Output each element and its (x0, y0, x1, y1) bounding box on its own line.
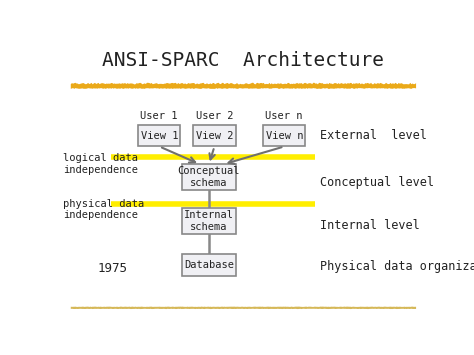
Text: View 1: View 1 (141, 131, 178, 141)
Text: Physical data organization: Physical data organization (320, 260, 474, 273)
Bar (193, 125, 236, 147)
Text: View 2: View 2 (196, 131, 233, 141)
Text: Database: Database (184, 260, 234, 271)
Text: User 2: User 2 (195, 111, 233, 121)
Text: User n: User n (265, 111, 303, 121)
Bar (182, 255, 236, 276)
Text: Internal
schema: Internal schema (184, 210, 234, 232)
Text: Internal level: Internal level (320, 219, 420, 232)
Text: View n: View n (265, 131, 303, 141)
Bar (182, 208, 236, 234)
Text: 1975: 1975 (98, 262, 128, 275)
Text: ANSI-SPARC  Architecture: ANSI-SPARC Architecture (102, 51, 384, 70)
Bar (182, 164, 236, 190)
Text: physical data
independence: physical data independence (63, 198, 144, 220)
Text: User 1: User 1 (140, 111, 178, 121)
Text: logical data
independence: logical data independence (63, 153, 138, 175)
Bar (263, 125, 305, 147)
Text: Conceptual
schema: Conceptual schema (178, 166, 240, 188)
Text: External  level: External level (320, 129, 427, 142)
Bar (138, 125, 181, 147)
Text: Conceptual level: Conceptual level (320, 175, 434, 189)
